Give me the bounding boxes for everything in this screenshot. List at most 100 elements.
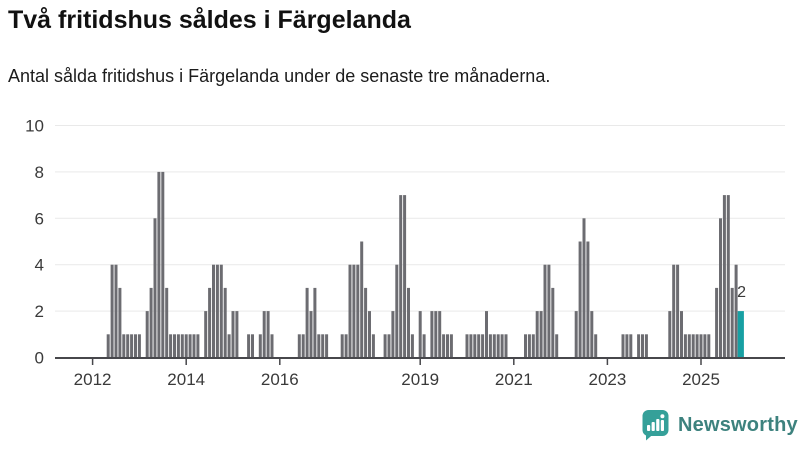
bar	[407, 287, 410, 358]
bar	[305, 287, 309, 358]
bar	[719, 218, 722, 358]
bar	[184, 334, 188, 358]
bar	[126, 334, 130, 358]
bar	[297, 334, 301, 358]
bar	[465, 334, 469, 358]
bar	[247, 334, 251, 358]
bar	[134, 334, 137, 358]
y-axis-tick-label: 4	[35, 256, 44, 275]
bar	[219, 264, 223, 358]
bar	[442, 334, 446, 358]
bar	[208, 287, 212, 358]
bar	[313, 287, 317, 358]
bar	[590, 311, 594, 358]
newsworthy-logo: Newsworthy	[642, 409, 798, 441]
bar	[383, 334, 387, 358]
bar	[473, 334, 477, 358]
bar	[524, 334, 527, 358]
bar	[169, 334, 173, 358]
bar	[188, 334, 192, 358]
bar	[231, 311, 235, 358]
chart-title: Två fritidshus såldes i Färgelanda	[8, 6, 411, 34]
bar	[137, 334, 141, 358]
bar	[399, 195, 403, 358]
bar	[730, 287, 734, 358]
bar	[173, 334, 176, 358]
bar	[531, 334, 535, 358]
bar	[539, 311, 543, 358]
y-axis-tick-label: 2	[35, 302, 44, 321]
bar	[325, 334, 329, 358]
bar	[547, 264, 551, 358]
bar	[485, 311, 488, 358]
bar	[110, 264, 114, 358]
bar	[161, 171, 165, 358]
bar	[395, 264, 399, 358]
bar	[352, 264, 356, 358]
bar	[309, 311, 313, 358]
bar	[449, 334, 453, 358]
bar	[223, 287, 227, 358]
chart-subtitle: Antal sålda fritidshus i Färgelanda unde…	[8, 66, 551, 86]
bar	[621, 334, 625, 358]
bar	[492, 334, 496, 358]
bar	[368, 311, 371, 358]
bar	[625, 334, 629, 358]
bar	[438, 311, 442, 358]
y-axis-tick-label: 6	[35, 209, 44, 228]
bar	[680, 311, 683, 358]
x-axis-tick-label: 2021	[495, 370, 533, 389]
bar	[469, 334, 473, 358]
bar	[504, 334, 508, 358]
bar	[251, 334, 254, 358]
bar	[477, 334, 481, 358]
bar	[687, 334, 691, 358]
x-axis-tick-label: 2019	[401, 370, 439, 389]
newsworthy-logo-text: Newsworthy	[678, 413, 798, 436]
y-axis-tick-label: 8	[35, 163, 44, 182]
bar	[212, 264, 215, 358]
bar	[176, 334, 180, 358]
bar	[496, 334, 500, 358]
y-axis-tick-label: 0	[35, 349, 44, 368]
bar	[180, 334, 184, 358]
bar	[676, 264, 680, 358]
bar	[551, 287, 555, 358]
bar	[106, 334, 110, 358]
bar	[258, 334, 262, 358]
bar	[145, 311, 149, 358]
bar	[446, 334, 449, 358]
bar	[683, 334, 687, 358]
y-axis-tick-label: 10	[25, 117, 44, 136]
bar	[637, 334, 641, 358]
bar	[722, 195, 726, 358]
bar	[317, 334, 321, 358]
bar	[153, 218, 157, 358]
bar	[695, 334, 699, 358]
bar	[574, 311, 578, 358]
bar	[387, 334, 391, 358]
bar	[266, 311, 270, 358]
x-axis-tick-label: 2014	[167, 370, 205, 389]
x-axis-tick-label: 2025	[682, 370, 720, 389]
bar	[586, 241, 590, 358]
bar	[422, 334, 426, 358]
bar	[668, 311, 672, 358]
bar	[270, 334, 274, 358]
highlighted-bar	[737, 311, 744, 358]
bar	[488, 334, 492, 358]
bar	[699, 334, 703, 358]
bar	[527, 334, 531, 358]
bar	[555, 334, 559, 358]
bar	[301, 334, 305, 358]
bar	[629, 334, 633, 358]
bar	[227, 334, 231, 358]
bar	[348, 264, 352, 358]
bar	[364, 287, 368, 358]
bar	[418, 311, 422, 358]
bar	[430, 311, 434, 358]
bar	[344, 334, 348, 358]
bar	[118, 287, 122, 358]
bar	[703, 334, 707, 358]
